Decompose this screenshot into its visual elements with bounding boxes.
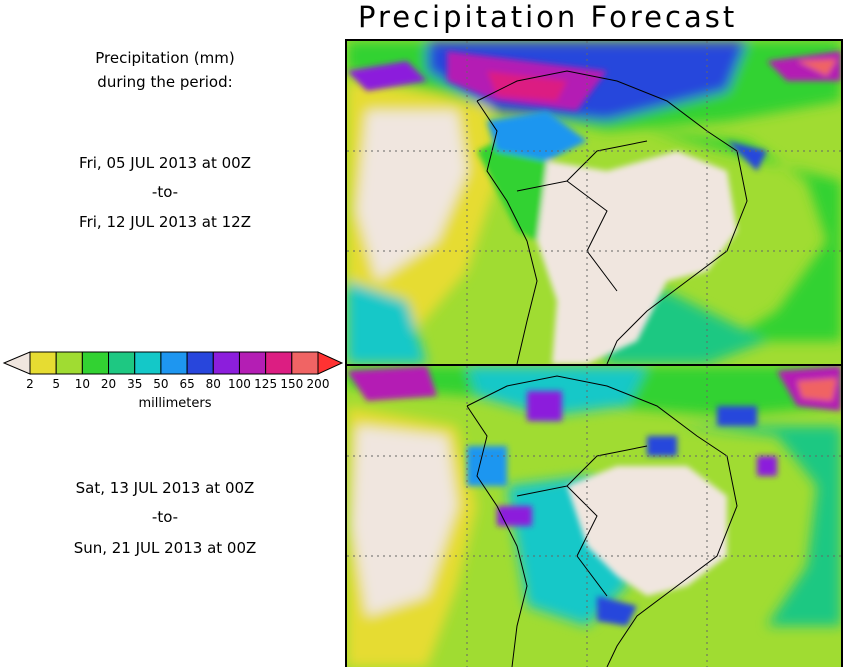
precipitation-map-period2 (345, 364, 843, 667)
period2-separator: -to- (151, 508, 179, 526)
legend-arrow-low (2, 351, 31, 375)
color-legend: 2 5 10 20 35 50 65 80 100 125 150 200 millimeters (0, 348, 345, 418)
period1-start: Fri, 05 JUL 2013 at 00Z (79, 154, 251, 172)
legend-swatch (29, 351, 57, 375)
legend-swatch (55, 351, 83, 375)
legend-swatch (212, 351, 240, 375)
legend-swatch (238, 351, 267, 375)
period-heading-line2: during the period: (97, 73, 233, 91)
legend-tick-label: 50 (153, 377, 168, 391)
legend-unit-label: millimeters (139, 396, 212, 411)
legend-swatch (160, 351, 188, 375)
legend-tick-label: 80 (206, 377, 221, 391)
legend-tick-label: 65 (179, 377, 194, 391)
period1-separator: -to- (151, 183, 179, 201)
legend-tick-label: 5 (52, 377, 60, 391)
legend-tick-label: 150 (280, 377, 303, 391)
page-title: Precipitation Forecast (358, 0, 738, 34)
legend-swatch (81, 351, 110, 375)
legend-tick-label: 10 (75, 377, 90, 391)
period-heading-line1: Precipitation (mm) (95, 49, 235, 67)
legend-arrow-high (317, 351, 344, 375)
legend-tick-label: 100 (228, 377, 251, 391)
legend-tick-label: 2 (26, 377, 34, 391)
legend-tick-label: 125 (254, 377, 277, 391)
period2-start: Sat, 13 JUL 2013 at 00Z (75, 479, 255, 497)
legend-swatch (186, 351, 214, 375)
legend-colorbar: 2 5 10 20 35 50 65 80 100 125 150 200 millimeters (2, 351, 344, 411)
precipitation-map-period1 (345, 39, 843, 366)
legend-swatch (291, 351, 319, 375)
legend-tick-label: 20 (101, 377, 116, 391)
legend-swatch (108, 351, 136, 375)
period1-end: Fri, 12 JUL 2013 at 12Z (79, 213, 251, 231)
legend-tick-label: 35 (127, 377, 142, 391)
legend-swatch (134, 351, 162, 375)
legend-swatch (265, 351, 293, 375)
period2-end: Sun, 21 JUL 2013 at 00Z (73, 539, 257, 557)
legend-tick-label: 200 (307, 377, 330, 391)
